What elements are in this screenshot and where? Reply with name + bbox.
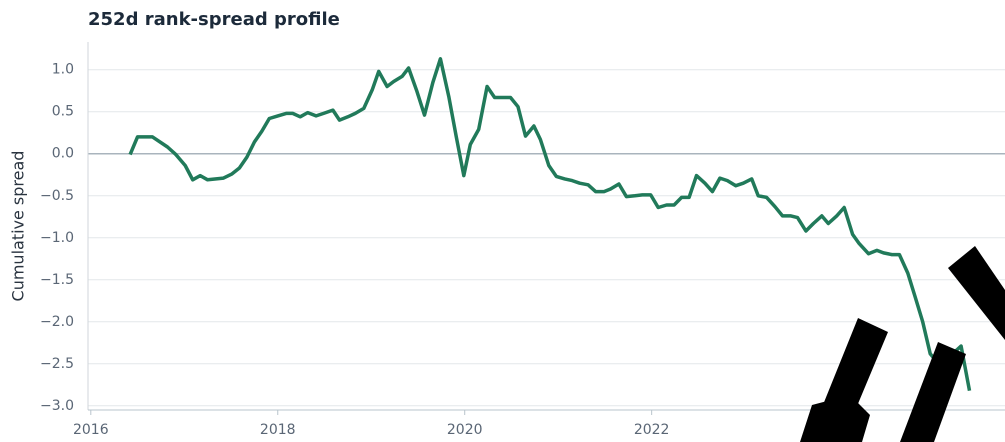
y-tick-label: −0.5 xyxy=(40,188,74,204)
y-tick-label: −3.0 xyxy=(40,398,74,414)
y-tick-label: −2.0 xyxy=(40,314,74,330)
x-tick-label: 2020 xyxy=(447,422,483,438)
chart-title: 252d rank-spread profile xyxy=(88,9,340,30)
x-tick-label: 2016 xyxy=(73,422,109,438)
x-tick-label: 2022 xyxy=(634,422,670,438)
chart: 252d rank-spread profile Cumulative spre… xyxy=(0,0,1005,442)
y-tick-label: 1.0 xyxy=(52,62,74,78)
y-tick-label: 0.5 xyxy=(52,104,74,120)
y-tick-label: −1.0 xyxy=(40,230,74,246)
y-tick-label: 0.0 xyxy=(52,146,74,162)
y-tick-label: −2.5 xyxy=(40,356,74,372)
data-line xyxy=(130,59,969,391)
y-tick-label: −1.5 xyxy=(40,272,74,288)
x-tick-label: 2018 xyxy=(260,422,296,438)
occlusion xyxy=(800,246,1005,442)
y-axis-label: Cumulative spread xyxy=(9,151,28,302)
